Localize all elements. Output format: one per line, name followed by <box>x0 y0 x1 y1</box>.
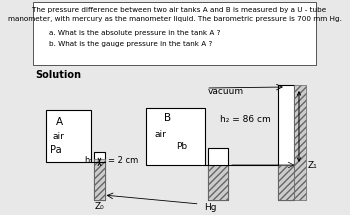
Text: h₁: h₁ <box>84 156 93 165</box>
Text: Solution: Solution <box>35 70 82 80</box>
Bar <box>208 165 228 200</box>
Text: h₂ = 86 cm: h₂ = 86 cm <box>220 115 271 124</box>
Text: air: air <box>52 132 64 141</box>
Bar <box>33 2 316 65</box>
Text: A: A <box>56 117 63 127</box>
Text: vacuum: vacuum <box>208 86 244 95</box>
Text: air: air <box>154 130 166 139</box>
Bar <box>278 165 294 200</box>
Text: a. What is the absolute pressure in the tank A ?: a. What is the absolute pressure in the … <box>40 30 220 36</box>
Text: B: B <box>164 113 172 123</box>
Text: Z₁: Z₁ <box>308 161 318 169</box>
Text: Z₀: Z₀ <box>94 202 104 211</box>
Text: Pa: Pa <box>50 145 62 155</box>
Bar <box>146 108 205 165</box>
Bar <box>46 110 91 162</box>
Text: b. What is the gauge pressure in the tank A ?: b. What is the gauge pressure in the tan… <box>40 41 212 47</box>
Bar <box>94 152 105 200</box>
Text: manometer, with mercury as the manometer liquid. The barometric pressure is 700 : manometer, with mercury as the manometer… <box>8 16 342 22</box>
Bar <box>94 159 105 200</box>
Text: Pb: Pb <box>176 142 187 151</box>
Text: = 2 cm: = 2 cm <box>108 156 138 165</box>
Bar <box>278 85 294 200</box>
Bar <box>294 85 306 200</box>
Text: Hg: Hg <box>204 203 216 212</box>
Text: The pressure difference between two air tanks A and B is measured by a U - tube: The pressure difference between two air … <box>23 7 327 13</box>
Bar <box>208 148 228 200</box>
